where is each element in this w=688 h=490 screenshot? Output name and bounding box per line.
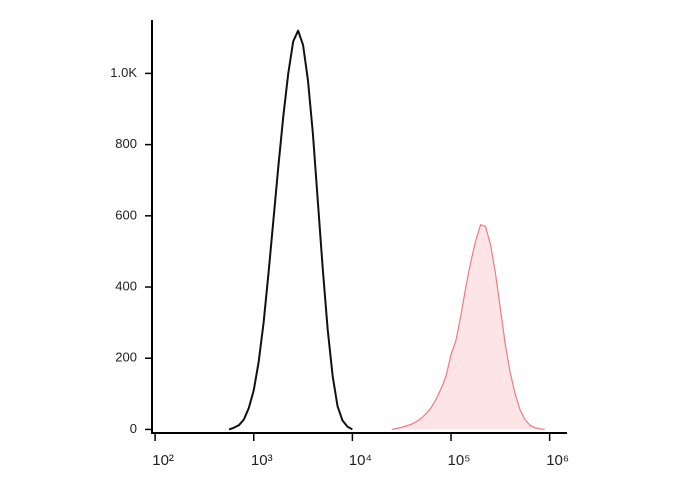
y-tick-label: 600: [115, 207, 137, 222]
y-tick-label: 400: [115, 278, 137, 293]
x-tick-label: 10⁶: [546, 452, 569, 469]
y-tick-label: 200: [115, 350, 137, 365]
y-tick-label: 0: [130, 421, 137, 436]
x-tick-label: 10²: [152, 452, 174, 469]
area: [391, 224, 545, 430]
y-tick-label: 1.0K: [110, 65, 137, 80]
line: [391, 224, 545, 431]
x-tick-label: 10⁵: [448, 452, 471, 469]
y-tick-label: 800: [115, 136, 137, 151]
x-tick-label: 10⁴: [349, 452, 372, 469]
x-tick-label: 10³: [251, 452, 273, 469]
line: [228, 29, 353, 431]
